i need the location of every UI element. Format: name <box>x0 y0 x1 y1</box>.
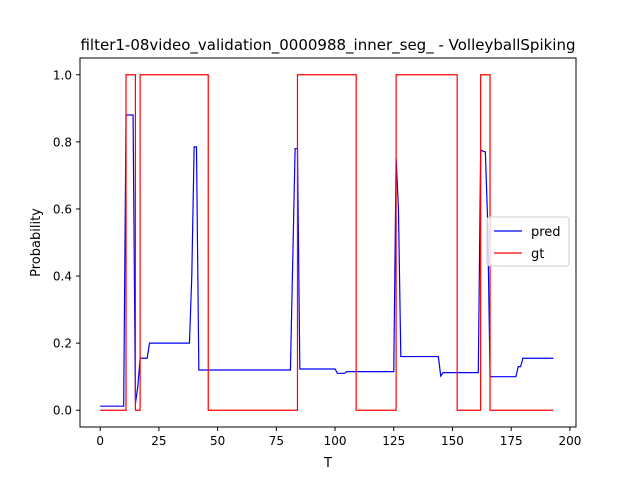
y-axis: 0.0 0.2 0.4 0.6 0.8 1.0 <box>53 68 80 418</box>
y-tick-label: 0.8 <box>53 135 72 149</box>
chart-title: filter1-08video_validation_0000988_inner… <box>80 36 575 55</box>
y-tick-label: 1.0 <box>53 68 72 82</box>
y-tick-label: 0.2 <box>53 337 72 351</box>
x-tick-label: 75 <box>269 434 284 448</box>
series-pred-line <box>100 114 554 407</box>
legend-pred-label: pred <box>531 225 561 240</box>
y-tick-label: 0.4 <box>53 270 72 284</box>
legend: pred gt <box>486 216 570 267</box>
x-tick-label: 150 <box>441 434 464 448</box>
x-tick-label: 25 <box>151 434 166 448</box>
y-tick-label: 0.0 <box>53 404 72 418</box>
axes-frame <box>79 57 577 428</box>
x-axis-label: T <box>323 456 332 471</box>
legend-box <box>486 216 570 267</box>
legend-gt-label: gt <box>531 247 544 262</box>
series-gt-line <box>100 74 554 411</box>
plot-area <box>100 74 554 411</box>
x-tick-label: 175 <box>500 434 523 448</box>
y-axis-label: Probability <box>29 208 44 277</box>
x-axis: 0 25 50 75 100 125 150 175 200 <box>96 427 581 448</box>
x-tick-label: 200 <box>558 434 581 448</box>
y-tick-label: 0.6 <box>53 202 72 216</box>
x-tick-label: 100 <box>324 434 347 448</box>
x-tick-label: 0 <box>96 434 104 448</box>
x-tick-label: 125 <box>382 434 405 448</box>
x-tick-label: 50 <box>210 434 225 448</box>
